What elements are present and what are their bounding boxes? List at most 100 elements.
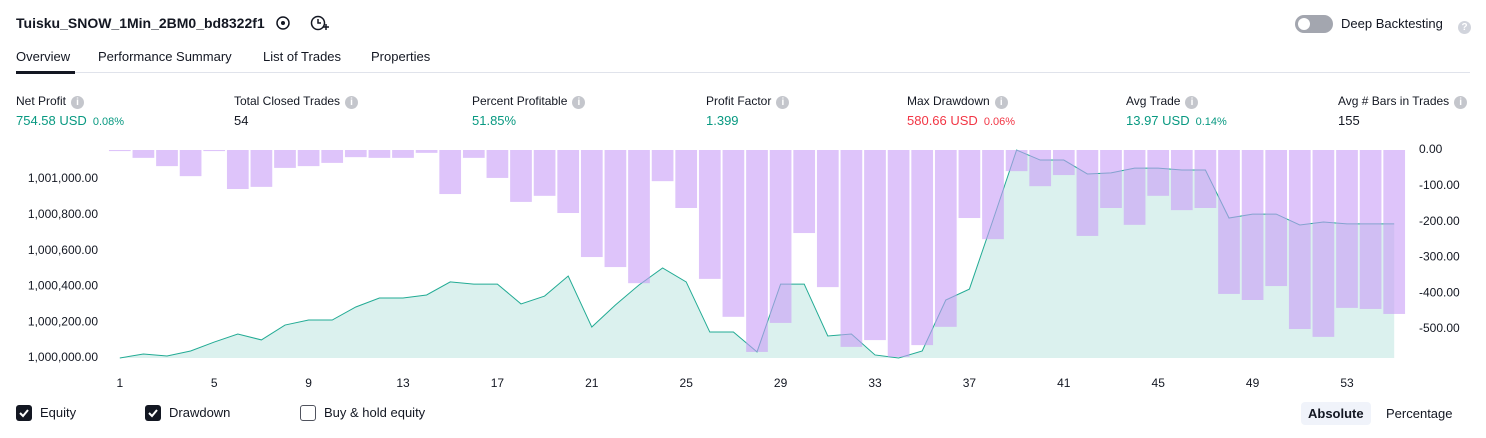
legend-label: Buy & hold equity: [324, 405, 426, 421]
drawdown-bar: [1265, 150, 1288, 287]
drawdown-bar: [250, 150, 273, 187]
x-tick-label: 13: [396, 376, 410, 390]
help-icon[interactable]: ?: [1453, 17, 1471, 35]
checkbox[interactable]: [145, 404, 161, 421]
mode-button[interactable]: Absolute: [1301, 402, 1371, 425]
drawdown-bar: [958, 150, 981, 219]
x-tick-label: 5: [211, 376, 218, 390]
drawdown-bar: [392, 150, 414, 158]
x-tick-label: 21: [585, 376, 599, 390]
info-icon: i: [71, 96, 85, 109]
x-tick-label: 9: [305, 376, 312, 390]
drawdown-bar: [651, 150, 674, 182]
info-icon: i: [994, 96, 1008, 109]
y2-tick-label: -200.00: [1419, 214, 1460, 228]
metric-value-text: 51.85%: [472, 113, 517, 128]
tab[interactable]: Performance Summary: [98, 49, 232, 64]
x-tick-label: 17: [491, 376, 505, 390]
x-tick-label: 49: [1246, 376, 1260, 390]
y-tick-label: 1,001,000.00: [28, 171, 98, 185]
metric-label: Max Drawdown i: [907, 94, 1008, 109]
metric-value-text: 580.66 USD: [907, 113, 978, 128]
drawdown-bar: [533, 150, 556, 196]
check: [19, 408, 29, 418]
y2-tick-label: -500.00: [1419, 321, 1460, 335]
drawdown-bar: [580, 150, 603, 258]
checkbox[interactable]: [300, 404, 316, 421]
check: [148, 408, 158, 418]
drawdown-bar: [344, 150, 367, 158]
metric-label-text: Max Drawdown: [907, 94, 990, 108]
drawdown-bar: [840, 150, 863, 347]
y2-tick-label: -400.00: [1419, 285, 1460, 299]
checkbox[interactable]: [16, 404, 32, 421]
mode-button[interactable]: Percentage: [1386, 406, 1453, 421]
metric-label-text: Total Closed Trades: [234, 94, 341, 108]
metric-label-text: Avg # Bars in Trades: [1338, 94, 1450, 108]
drawdown-bar: [887, 150, 910, 357]
metric-value: 155: [1338, 113, 1360, 128]
metric-label: Percent Profitable i: [472, 94, 586, 109]
metric-label: Total Closed Trades i: [234, 94, 359, 109]
drawdown-bar: [1076, 150, 1099, 236]
tab[interactable]: Overview: [16, 49, 71, 64]
y2-tick-label: 0.00: [1419, 142, 1443, 156]
deep-backtesting-toggle[interactable]: [1295, 15, 1333, 33]
drawdown-bar: [486, 150, 509, 178]
legend-label: Drawdown: [169, 405, 231, 421]
chart: 1,000,000.00 1,000,200.00 1,000,400.00 1,00…: [28, 142, 1460, 390]
legend-item[interactable]: Buy & hold equity: [300, 404, 425, 421]
drawdown-bar: [156, 150, 178, 167]
info-icon: i: [776, 96, 790, 109]
drawdown-bar: [179, 150, 202, 177]
drawdown-bar: [557, 150, 580, 214]
x-tick-label: 37: [963, 376, 977, 390]
drawdown-bar: [1194, 150, 1217, 208]
x-tick-label: 29: [774, 376, 788, 390]
legend-label: Equity: [40, 405, 77, 421]
drawdown-bar: [604, 150, 627, 268]
y-tick-label: 1,000,800.00: [28, 207, 98, 221]
drawdown-bar: [108, 150, 131, 152]
metric-percent: 0.14%: [1195, 116, 1227, 128]
y2-tick-label: -300.00: [1419, 250, 1460, 264]
drawdown-bar: [1052, 150, 1075, 176]
drawdown-bar: [368, 150, 391, 158]
drawdown-bar: [415, 150, 438, 153]
title-icons: [276, 15, 329, 31]
metric-label-text: Avg Trade: [1126, 94, 1181, 108]
drawdown-bar: [1147, 150, 1170, 196]
metric-value: 580.66 USD 0.06%: [907, 113, 1015, 128]
metric-label-text: Net Profit: [16, 94, 67, 108]
drawdown-bar: [1359, 150, 1382, 309]
drawdown-bar: [1029, 150, 1052, 187]
x-tick-label: 1: [116, 376, 123, 390]
drawdown-bar: [1383, 150, 1406, 314]
drawdown-bar: [746, 150, 768, 352]
tab-divider: [16, 72, 1470, 73]
drawdown-bar: [439, 150, 462, 195]
drawdown-bar: [510, 150, 532, 202]
drawdown-bar: [793, 150, 816, 234]
tab[interactable]: Properties: [371, 49, 431, 64]
drawdown-bar: [1218, 150, 1240, 294]
info-icon: i: [1454, 96, 1468, 109]
drawdown-bar: [1100, 150, 1122, 208]
metric-label: Avg # Bars in Trades i: [1338, 94, 1468, 109]
drawdown-bar: [226, 150, 249, 190]
legend-item[interactable]: Drawdown: [145, 404, 230, 421]
drawdown-bar: [1123, 150, 1146, 225]
y-tick-label: 1,000,200.00: [28, 314, 98, 328]
drawdown-bar: [722, 150, 745, 317]
drawdown-bar: [297, 150, 320, 167]
tab[interactable]: List of Trades: [263, 49, 342, 64]
info-icon: i: [345, 96, 359, 109]
drawdown-bar: [1336, 150, 1358, 308]
metric-value: 754.58 USD 0.08%: [16, 113, 124, 128]
y2-tick-label: -100.00: [1419, 178, 1460, 192]
drawdown-bar: [321, 150, 344, 163]
drawdown-bar: [911, 150, 934, 346]
metric-value: 54: [234, 113, 248, 128]
legend-item[interactable]: Equity: [16, 404, 76, 421]
info-icon: i: [1185, 96, 1199, 109]
